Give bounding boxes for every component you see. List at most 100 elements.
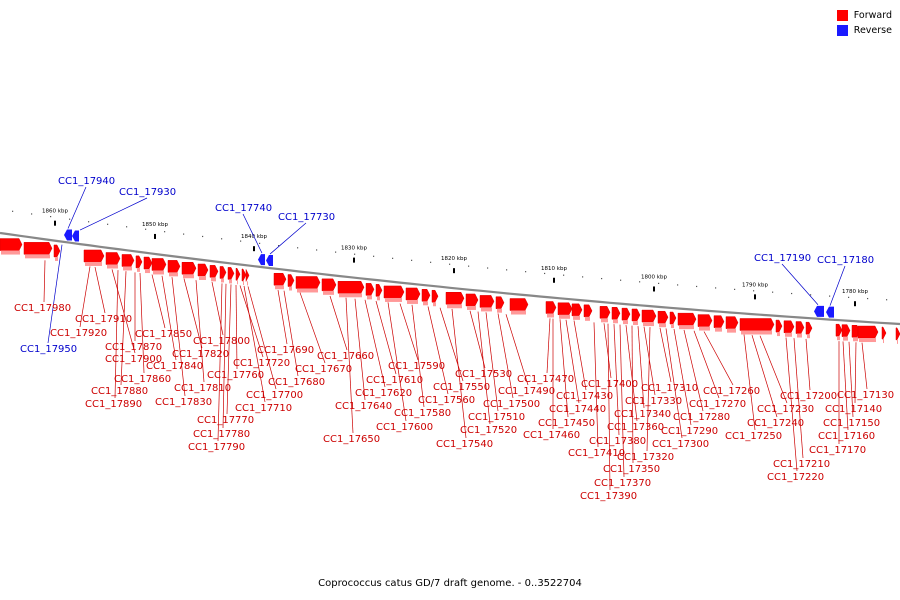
forward-gene-label[interactable]: CC1_17680 (268, 377, 325, 388)
forward-gene-label[interactable]: CC1_17760 (207, 370, 264, 381)
forward-gene-label[interactable]: CC1_17720 (233, 358, 290, 369)
forward-gene-block[interactable] (611, 307, 621, 320)
forward-gene-label[interactable]: CC1_17620 (355, 388, 412, 399)
forward-gene-block[interactable] (545, 301, 557, 314)
forward-gene-label[interactable]: CC1_17150 (823, 418, 880, 429)
forward-gene-label[interactable]: CC1_17360 (607, 422, 664, 433)
forward-gene-label[interactable]: CC1_17160 (818, 431, 875, 442)
forward-gene-block[interactable] (241, 268, 247, 282)
forward-gene-label[interactable]: CC1_17790 (188, 442, 245, 453)
forward-gene-label[interactable]: CC1_17330 (625, 396, 682, 407)
forward-gene-block[interactable] (835, 323, 843, 337)
forward-gene-label[interactable]: CC1_17600 (376, 422, 433, 433)
forward-gene-block[interactable] (641, 309, 657, 323)
forward-gene-block[interactable] (841, 324, 851, 337)
forward-gene-block[interactable] (805, 321, 813, 335)
reverse-gene-label[interactable]: CC1_17950 (20, 344, 77, 355)
forward-gene-label[interactable]: CC1_17660 (317, 351, 374, 362)
forward-gene-label[interactable]: CC1_17230 (757, 404, 814, 415)
forward-gene-label[interactable]: CC1_17130 (837, 390, 894, 401)
forward-gene-block[interactable] (783, 320, 795, 334)
forward-gene-block[interactable] (295, 276, 321, 289)
forward-gene-block[interactable] (181, 261, 197, 275)
forward-gene-label[interactable]: CC1_17370 (594, 478, 651, 489)
forward-gene-label[interactable]: CC1_17910 (75, 314, 132, 325)
forward-gene-block[interactable] (465, 293, 479, 307)
forward-gene-label[interactable]: CC1_17490 (498, 386, 555, 397)
forward-gene-block[interactable] (571, 303, 583, 317)
forward-gene-label[interactable]: CC1_17250 (725, 431, 782, 442)
forward-gene-label[interactable]: CC1_17690 (257, 345, 314, 356)
forward-gene-label[interactable]: CC1_17520 (460, 425, 517, 436)
forward-gene-label[interactable]: CC1_17140 (825, 404, 882, 415)
forward-gene-label[interactable]: CC1_17550 (433, 382, 490, 393)
forward-gene-block[interactable] (725, 316, 739, 329)
forward-gene-label[interactable]: CC1_17540 (436, 439, 493, 450)
reverse-gene-block[interactable] (72, 230, 79, 242)
forward-gene-block[interactable] (583, 304, 593, 318)
forward-gene-block[interactable] (421, 289, 431, 302)
forward-gene-block[interactable] (321, 278, 337, 292)
reverse-gene-block[interactable] (64, 229, 72, 241)
forward-gene-block[interactable] (713, 315, 725, 328)
forward-gene-block[interactable] (775, 319, 783, 333)
forward-gene-block[interactable] (135, 255, 143, 269)
forward-gene-label[interactable]: CC1_17700 (246, 390, 303, 401)
forward-gene-block[interactable] (895, 327, 900, 341)
forward-gene-block[interactable] (383, 285, 405, 299)
reverse-gene-block[interactable] (814, 305, 824, 317)
forward-gene-block[interactable] (431, 289, 439, 303)
forward-gene-label[interactable]: CC1_17840 (146, 361, 203, 372)
forward-gene-label[interactable]: CC1_17650 (323, 434, 380, 445)
forward-gene-label[interactable]: CC1_17300 (652, 439, 709, 450)
reverse-gene-label[interactable]: CC1_17930 (119, 187, 176, 198)
forward-gene-label[interactable]: CC1_17860 (114, 374, 171, 385)
forward-gene-label[interactable]: CC1_17240 (747, 418, 804, 429)
forward-gene-label[interactable]: CC1_17470 (517, 374, 574, 385)
forward-gene-block[interactable] (365, 283, 375, 296)
reverse-gene-block[interactable] (826, 306, 834, 318)
forward-gene-block[interactable] (697, 314, 713, 327)
forward-gene-label[interactable]: CC1_17290 (661, 426, 718, 437)
forward-gene-block[interactable] (795, 321, 805, 334)
forward-gene-label[interactable]: CC1_17870 (105, 342, 162, 353)
reverse-gene-label[interactable]: CC1_17180 (817, 255, 874, 266)
forward-gene-label[interactable]: CC1_17320 (617, 452, 674, 463)
forward-gene-block[interactable] (83, 249, 105, 263)
forward-gene-block[interactable] (273, 272, 287, 286)
forward-gene-block[interactable] (599, 306, 611, 319)
forward-gene-label[interactable]: CC1_17340 (614, 409, 671, 420)
forward-gene-block[interactable] (121, 254, 135, 267)
forward-gene-label[interactable]: CC1_17530 (455, 369, 512, 380)
forward-gene-label[interactable]: CC1_17430 (556, 391, 613, 402)
forward-gene-label[interactable]: CC1_17580 (394, 408, 451, 419)
forward-gene-label[interactable]: CC1_17590 (388, 361, 445, 372)
forward-gene-label[interactable]: CC1_17200 (780, 391, 837, 402)
forward-gene-label[interactable]: CC1_17350 (603, 464, 660, 475)
forward-gene-block[interactable] (0, 238, 23, 251)
reverse-gene-block[interactable] (266, 255, 273, 267)
forward-gene-label[interactable]: CC1_17260 (703, 386, 760, 397)
forward-gene-label[interactable]: CC1_17710 (235, 403, 292, 414)
forward-gene-block[interactable] (143, 256, 153, 270)
forward-gene-block[interactable] (657, 310, 669, 324)
forward-gene-block[interactable] (287, 274, 295, 287)
forward-gene-block[interactable] (495, 296, 505, 309)
forward-gene-label[interactable]: CC1_17850 (135, 329, 192, 340)
forward-gene-block[interactable] (197, 263, 209, 277)
forward-gene-label[interactable]: CC1_17560 (418, 395, 475, 406)
forward-gene-block[interactable] (23, 242, 53, 255)
forward-gene-block[interactable] (375, 284, 383, 297)
forward-gene-label[interactable]: CC1_17410 (568, 448, 625, 459)
forward-gene-label[interactable]: CC1_17820 (172, 349, 229, 360)
forward-gene-label[interactable]: CC1_17440 (549, 404, 606, 415)
forward-gene-block[interactable] (219, 266, 227, 279)
forward-gene-block[interactable] (337, 281, 365, 294)
forward-gene-block[interactable] (167, 260, 181, 273)
forward-gene-block[interactable] (631, 308, 641, 322)
forward-gene-block[interactable] (53, 244, 61, 258)
forward-gene-block[interactable] (509, 298, 529, 311)
forward-gene-block[interactable] (669, 311, 677, 325)
forward-gene-label[interactable]: CC1_17390 (580, 491, 637, 502)
forward-gene-block[interactable] (105, 252, 121, 265)
